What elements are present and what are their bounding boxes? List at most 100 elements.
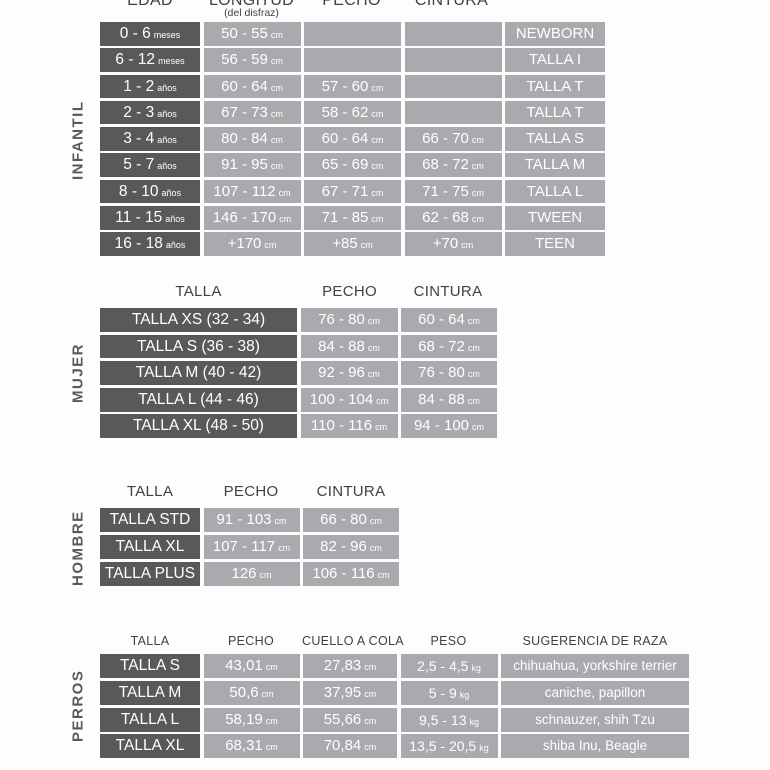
cell-pecho (304, 22, 401, 46)
cell-cuello: 37,95 cm (303, 680, 397, 705)
cell-value: TALLA XL (115, 538, 185, 555)
cell-cintura: 62 - 68 cm (404, 206, 502, 230)
cell-unit: cm (471, 187, 484, 198)
cell-value: TALLA S (525, 130, 585, 148)
cell-value: 66 - 70 (422, 130, 469, 148)
cell-unit: años (165, 240, 186, 251)
cell-unit: meses (153, 30, 181, 40)
cell-talla: TALLA L (100, 707, 200, 732)
cell-unit: cm (259, 570, 272, 580)
cell-talla: TALLA T (505, 74, 605, 99)
table-row: TALLA L 58,19 cm 55,66 cm 9,5 - 13 kg schnauzer… (100, 707, 689, 732)
column-header-longitud: LONGITUD (208, 0, 295, 9)
cell-value: 92 - 96 (318, 364, 365, 382)
cell-talla: TALLA L (44 - 46) (100, 387, 297, 412)
cell-unit: cm (371, 135, 384, 146)
cell-value: TALLA M (524, 156, 586, 174)
cell-value: 27,83 (323, 657, 362, 674)
cell-unit: cm (270, 56, 283, 67)
cell-unit: años (165, 214, 185, 225)
cell-value: TALLA XL (115, 737, 185, 755)
cell-unit: cm (265, 742, 278, 753)
cell-raza: shiba Inu, Beagle (501, 734, 689, 759)
column-header-pecho: PECHO (228, 634, 274, 648)
cell-value: TALLA XL (48 - 50) (133, 417, 264, 435)
cell-talla: TALLA XL (100, 734, 200, 759)
cell-value: 9,5 - 13 (419, 711, 467, 728)
cell-longitud: 146 - 170 cm (203, 206, 301, 230)
column-header-cintura: CINTURA (316, 483, 386, 500)
cell-talla: TALLA XL (100, 535, 200, 559)
column-header-talla: TALLA (126, 483, 174, 500)
cell-value: TALLA STD (109, 511, 191, 528)
cell-value: 66 - 80 (320, 511, 367, 528)
cell-value: 58 - 62 (321, 103, 369, 121)
cell-value: TALLA S (36 - 38) (137, 337, 260, 355)
table-row: TALLA S (36 - 38) 84 - 88 cm 68 - 72 cm (100, 334, 497, 359)
cell-cintura (404, 48, 502, 72)
cell-unit: kg (479, 743, 489, 754)
cell-value: +85 (332, 235, 358, 253)
cell-cintura: +70 cm (404, 232, 502, 256)
cell-cintura: 60 - 64 cm (401, 308, 497, 332)
cell-unit: años (157, 135, 177, 146)
cell-edad: 16 - 18 años (100, 232, 200, 256)
cell-longitud: 60 - 64 cm (203, 74, 301, 99)
cell-cintura: 94 - 100 cm (401, 414, 497, 439)
cell-value: TALLA T (526, 77, 584, 95)
cell-value: 58,19 (225, 710, 263, 728)
table-row: 6 - 12 meses 56 - 59 cm TALLA I (100, 48, 605, 72)
cell-unit: cm (364, 688, 377, 699)
table-infantil: 0 - 6 meses 50 - 55 cm NEWBORN 6 - 12 meses 56 … (100, 22, 605, 256)
table-row: 2 - 3 años 67 - 73 cm 58 - 62 cm TALLA T (100, 100, 605, 125)
cell-unit: cm (375, 422, 388, 433)
cell-value: 5 - 9 (428, 684, 457, 701)
cell-talla: TALLA M (505, 153, 605, 177)
cell-pecho: 84 - 88 cm (300, 334, 398, 359)
table-row: 1 - 2 años 60 - 64 cm 57 - 60 cm TALLA T (100, 74, 605, 99)
cell-value: 70,84 (323, 737, 362, 755)
cell-value: 1 - 2 (123, 77, 155, 95)
cell-unit: kg (469, 716, 479, 727)
cell-unit: cm (278, 543, 291, 553)
column-header-sugerencia-de-raza: SUGERENCIA DE RAZA (522, 634, 668, 648)
cell-value: 84 - 88 (418, 390, 465, 408)
cell-unit: años (157, 161, 177, 172)
cell-value: TALLA XS (32 - 34) (131, 311, 266, 328)
column-header-edad: EDAD (127, 0, 173, 9)
cell-raza: schnauzer, shih Tzu (501, 707, 689, 732)
cell-raza: chihuahua, yorkshire terrier (501, 654, 689, 678)
cell-value: TALLA M (118, 683, 182, 701)
cell-unit: cm (270, 82, 283, 93)
cell-edad: 1 - 2 años (100, 74, 200, 99)
cell-unit: cm (264, 240, 277, 251)
cell-value: 16 - 18 (114, 235, 163, 253)
cell-value: 80 - 84 (221, 130, 268, 148)
cell-longitud: 50 - 55 cm (203, 22, 301, 46)
cell-value: chihuahua, yorkshire terrier (513, 658, 677, 673)
cell-unit: cm (367, 369, 380, 380)
cell-value: TALLA L (44 - 46) (138, 390, 259, 408)
cell-pecho: 68,31 cm (203, 734, 300, 759)
cell-value: TALLA I (528, 51, 582, 69)
cell-pecho: 65 - 69 cm (304, 153, 401, 177)
cell-value: caniche, papillon (544, 684, 646, 700)
cell-pecho: 67 - 71 cm (304, 179, 401, 204)
cell-peso: 13,5 - 20,5 kg (400, 734, 498, 759)
cell-value: 68 - 72 (418, 337, 465, 355)
cell-unit: cm (377, 570, 390, 580)
cell-value: 76 - 80 (318, 311, 365, 328)
cell-value: 126 (231, 565, 257, 582)
cell-pecho: 91 - 103 cm (203, 508, 300, 532)
cell-value: TALLA L (526, 182, 584, 200)
cell-unit: kg (459, 689, 470, 700)
table-hombre: TALLA STD 91 - 103 cm 66 - 80 cm TALLA XL 107 … (100, 508, 399, 586)
table-row: TALLA M (40 - 42) 92 - 96 cm 76 - 80 cm (100, 361, 497, 385)
table-row: 0 - 6 meses 50 - 55 cm NEWBORN (100, 22, 605, 46)
cell-pecho: 107 - 117 cm (203, 535, 300, 559)
cell-value: 91 - 95 (221, 156, 268, 174)
cell-unit: cm (265, 662, 278, 672)
cell-value: schnauzer, shih Tzu (535, 711, 655, 727)
cell-unit: cm (467, 395, 480, 406)
